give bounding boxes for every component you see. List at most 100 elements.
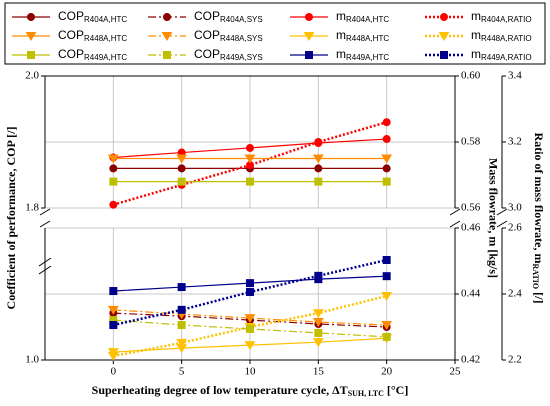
legend-name: m xyxy=(336,28,346,42)
axis-break xyxy=(496,208,508,216)
marker xyxy=(107,305,119,315)
legend-label: mR404A,RATIO xyxy=(471,9,532,24)
marker xyxy=(382,118,391,127)
y3-axis-title-sub: RATIO xyxy=(531,264,540,290)
axis-break xyxy=(39,220,51,228)
legend-sub: R448A,HTC xyxy=(84,34,127,43)
x-axis-title: Superheating degree of low temperature c… xyxy=(92,383,409,398)
legend: COPR404A,HTC COPR404A,SYS mR404A,HTC mR404A… xyxy=(12,9,532,62)
marker xyxy=(177,305,186,314)
marker xyxy=(440,51,448,59)
y2-tick-label: 0.60 xyxy=(461,70,481,82)
marker xyxy=(27,13,35,21)
marker xyxy=(314,164,323,173)
y-tick-label: 1.8 xyxy=(25,202,39,214)
y3-tick-label: 2.4 xyxy=(508,288,522,300)
legend-name: m xyxy=(471,47,481,61)
legend-label: mR448A,HTC xyxy=(336,28,389,43)
axis-break xyxy=(39,208,51,216)
marker xyxy=(109,200,118,209)
legend-label: COPR449A,HTC xyxy=(58,47,127,62)
y2-tick-label: 0.46 xyxy=(461,222,481,234)
legend-sub: R449A,HTC xyxy=(84,53,127,62)
marker xyxy=(382,177,391,186)
marker xyxy=(244,314,256,324)
y2-tick-label: 0.44 xyxy=(461,288,481,300)
marker xyxy=(176,154,188,164)
marker xyxy=(25,32,37,41)
x-tick-label: 20 xyxy=(381,366,393,378)
marker xyxy=(312,154,324,164)
marker xyxy=(382,135,391,144)
legend-sub: R449A,HTC xyxy=(346,53,389,62)
legend-label: COPR404A,HTC xyxy=(58,9,127,24)
marker xyxy=(109,164,118,173)
marker xyxy=(163,13,171,21)
marker xyxy=(312,318,324,328)
legend-name: COP xyxy=(194,9,220,23)
legend-label: mR449A,HTC xyxy=(336,47,389,62)
legend-name: COP xyxy=(194,47,220,61)
marker xyxy=(244,341,256,351)
y2-axis-title: Mass flowrate, m [kg/s] xyxy=(486,158,500,278)
legend-sub: R449A,RATIO xyxy=(481,53,532,62)
x-tick-label: 10 xyxy=(245,366,257,378)
series-line xyxy=(113,312,387,328)
legend-label: mR404A,HTC xyxy=(336,9,389,24)
plot-area: 0.56 0.58 0.60 1.8 2.0 3.0 3.2 3.4 0.42 0.44 0.46 1… xyxy=(4,70,547,398)
legend-sub: R404A,HTC xyxy=(84,15,127,24)
y-tick-label: 1.0 xyxy=(25,354,39,366)
y3-tick-label: 3.0 xyxy=(508,202,522,214)
legend-label: COPR404A,SYS xyxy=(194,9,263,24)
marker xyxy=(305,13,313,21)
x-axis-title-tail: [°C] xyxy=(384,383,408,397)
marker xyxy=(382,332,391,341)
marker xyxy=(109,177,118,186)
axis-break xyxy=(449,208,461,216)
x-axis-title-text: Superheating degree of low temperature c… xyxy=(92,383,348,397)
marker xyxy=(161,32,173,41)
series-line xyxy=(113,294,387,358)
legend-name: m xyxy=(336,47,346,61)
y3-axis-title: Ratio of mass flowrate, mRATIO [/] xyxy=(531,133,546,304)
marker xyxy=(382,256,391,265)
marker xyxy=(303,32,315,41)
marker xyxy=(246,143,254,152)
y3-tick-label: 2.6 xyxy=(508,222,522,234)
legend-label: COPR448A,HTC xyxy=(58,28,127,43)
marker xyxy=(438,32,450,41)
legend-sub: R448A,RATIO xyxy=(481,34,532,43)
legend-sub: R404A,RATIO xyxy=(481,15,532,24)
marker xyxy=(177,321,186,330)
y2-tick-label: 0.56 xyxy=(461,202,481,214)
marker xyxy=(246,177,254,186)
y3-tick-label: 2.2 xyxy=(508,354,522,366)
marker xyxy=(246,279,254,288)
marker xyxy=(109,287,118,296)
marker xyxy=(177,283,186,292)
legend-sub: R448A,SYS xyxy=(220,34,263,43)
marker xyxy=(314,138,323,146)
x-tick-label: 5 xyxy=(179,366,185,378)
marker xyxy=(314,271,323,280)
marker xyxy=(107,352,119,362)
legend-sub: R404A,HTC xyxy=(346,15,389,24)
marker xyxy=(163,51,171,59)
legend-name: COP xyxy=(58,28,84,42)
marker xyxy=(381,321,393,330)
x-tick-label: 25 xyxy=(450,366,462,378)
marker xyxy=(382,164,391,173)
legend-sub: R448A,HTC xyxy=(346,34,389,43)
y3-tick-label: 3.4 xyxy=(508,70,522,82)
marker xyxy=(381,291,393,301)
marker xyxy=(109,321,118,330)
axis-break xyxy=(449,220,461,228)
axis-break xyxy=(38,257,52,267)
marker xyxy=(246,324,254,333)
legend-label: COPR448A,SYS xyxy=(194,28,263,43)
y3-tick-label: 3.2 xyxy=(508,136,522,148)
y-tick-label: 2.0 xyxy=(25,70,39,82)
marker xyxy=(176,338,188,348)
legend-name: COP xyxy=(194,28,220,42)
